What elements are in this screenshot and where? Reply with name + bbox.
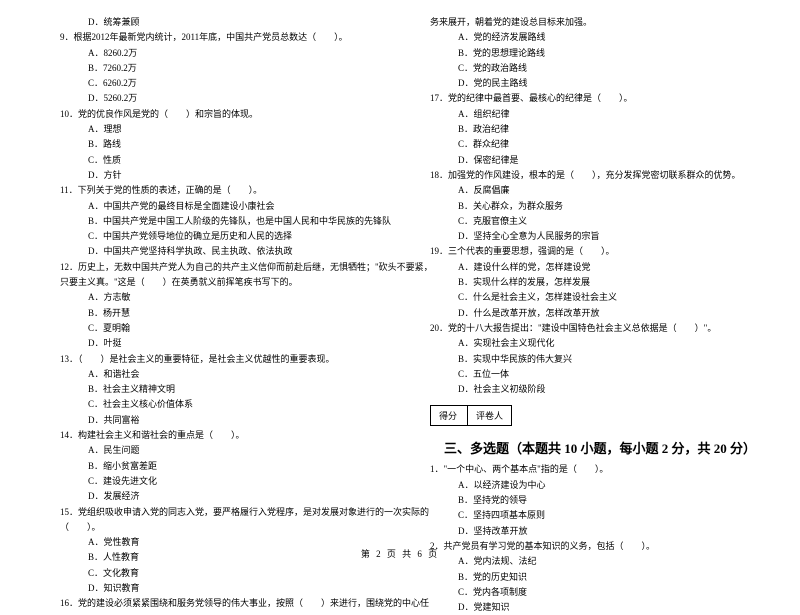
right-column: 务来展开，朝着党的建设总目标来加强。 A．党的经济发展路线 B．党的思想理论路线…	[415, 15, 770, 555]
q16-cont: 务来展开，朝着党的建设总目标来加强。	[430, 15, 770, 30]
q19-text: 19．三个代表的重要思想，强调的是（ ）。	[430, 244, 770, 259]
q10-option-b: B．路线	[60, 137, 390, 152]
q19-option-d: D．什么是改革开放，怎样改革开放	[430, 306, 770, 321]
q13-option-d: D．共同富裕	[60, 413, 390, 428]
q10-option-c: C．性质	[60, 153, 390, 168]
q18-option-a: A．反腐倡廉	[430, 183, 770, 198]
m1-option-c: C．坚持四项基本原则	[430, 508, 770, 523]
q11-option-d: D．中国共产党坚持科学执政、民主执政、依法执政	[60, 244, 390, 259]
m2-option-a: A．党内法规、法纪	[430, 554, 770, 569]
q16-option-a: A．党的经济发展路线	[430, 30, 770, 45]
q20-option-d: D．社会主义初级阶段	[430, 382, 770, 397]
q15-option-b: B．人性教育	[60, 550, 390, 565]
section3-title: 三、多选题（本题共 10 小题，每小题 2 分，共 20 分）	[430, 438, 770, 457]
m2-option-b: B．党的历史知识	[430, 570, 770, 585]
page-footer: 第 2 页 共 6 页	[361, 547, 439, 560]
q15-option-d: D．知识教育	[60, 581, 390, 596]
q16-option-b: B．党的思想理论路线	[430, 46, 770, 61]
q8-option-d: D．统筹兼顾	[60, 15, 390, 30]
m1-option-a: A．以经济建设为中心	[430, 478, 770, 493]
q14-option-d: D．发展经济	[60, 489, 390, 504]
q18-option-c: C．克服官僚主义	[430, 214, 770, 229]
q13-text: 13．（ ）是社会主义的重要特征，是社会主义优越性的重要表现。	[60, 352, 390, 367]
q19-option-a: A．建设什么样的党，怎样建设党	[430, 260, 770, 275]
q10-option-a: A．理想	[60, 122, 390, 137]
q13-option-c: C．社会主义核心价值体系	[60, 397, 390, 412]
q20-option-c: C．五位一体	[430, 367, 770, 382]
score-label-1: 得分	[430, 405, 468, 426]
q12-text: 12．历史上，无数中国共产党人为自己的共产主义信仰而前赴后继，无惧牺牲；"砍头不…	[60, 260, 390, 275]
q9-text: 9．根据2012年最新党内统计，2011年底，中国共产党员总数达（ ）。	[60, 30, 390, 45]
q10-text: 10．党的优良作风是党的（ ）和宗旨的体现。	[60, 107, 390, 122]
q20-text: 20．党的十八大报告提出："建设中国特色社会主义总依据是（ ）"。	[430, 321, 770, 336]
q12-option-c: C．夏明翰	[60, 321, 390, 336]
q14-option-c: C．建设先进文化	[60, 474, 390, 489]
q9-option-d: D．5260.2万	[60, 91, 390, 106]
q18-option-d: D．坚持全心全意为人民服务的宗旨	[430, 229, 770, 244]
q16-text: 16．党的建设必须紧紧围绕和服务党领导的伟大事业，按照（ ）来进行，围绕党的中心…	[60, 596, 390, 611]
q12-option-a: A．方志敏	[60, 290, 390, 305]
grader-label: 评卷人	[467, 405, 512, 426]
q12-option-b: B．杨开慧	[60, 306, 390, 321]
m2-option-c: C．党内各项制度	[430, 585, 770, 600]
score-table: 得分 评卷人	[430, 405, 511, 426]
q17-text: 17．党的纪律中最首要、最核心的纪律是（ ）。	[430, 91, 770, 106]
q12-option-d: D．叶挺	[60, 336, 390, 351]
q18-option-b: B．关心群众，为群众服务	[430, 199, 770, 214]
q15-option-c: C．文化教育	[60, 566, 390, 581]
m1-text: 1．"一个中心、两个基本点"指的是（ ）。	[430, 462, 770, 477]
q14-text: 14．构建社会主义和谐社会的重点是（ ）。	[60, 428, 390, 443]
q11-option-c: C．中国共产党领导地位的确立是历史和人民的选择	[60, 229, 390, 244]
q19-option-b: B．实现什么样的发展，怎样发展	[430, 275, 770, 290]
q13-option-a: A．和谐社会	[60, 367, 390, 382]
q17-option-b: B．政治纪律	[430, 122, 770, 137]
q16-option-d: D．党的民主路线	[430, 76, 770, 91]
q11-option-b: B．中国共产党是中国工人阶级的先锋队，也是中国人民和中华民族的先锋队	[60, 214, 390, 229]
q17-option-c: C．群众纪律	[430, 137, 770, 152]
q9-option-b: B．7260.2万	[60, 61, 390, 76]
q15-text: 15．党组织吸收申请入党的同志入党，要严格履行入党程序，是对发展对象进行的一次实…	[60, 505, 390, 520]
q16-option-c: C．党的政治路线	[430, 61, 770, 76]
m1-option-b: B．坚持党的领导	[430, 493, 770, 508]
m2-text: 2．共产党员有学习党的基本知识的义务，包括（ ）。	[430, 539, 770, 554]
q20-option-b: B．实现中华民族的伟大复兴	[430, 352, 770, 367]
q13-option-b: B．社会主义精神文明	[60, 382, 390, 397]
q18-text: 18．加强党的作风建设，根本的是（ ），充分发挥党密切联系群众的优势。	[430, 168, 770, 183]
q9-option-a: A．8260.2万	[60, 46, 390, 61]
m1-option-d: D．坚持改革开放	[430, 524, 770, 539]
q12-cont: 只要主义真。"这是（ ）在英勇就义前挥笔疾书写下的。	[60, 275, 390, 290]
m2-option-d: D．党建知识	[430, 600, 770, 615]
q10-option-d: D．方针	[60, 168, 390, 183]
q17-option-a: A．组织纪律	[430, 107, 770, 122]
q11-text: 11．下列关于党的性质的表述，正确的是（ ）。	[60, 183, 390, 198]
q14-option-a: A．民生问题	[60, 443, 390, 458]
q17-option-d: D．保密纪律是	[430, 153, 770, 168]
left-column: D．统筹兼顾 9．根据2012年最新党内统计，2011年底，中国共产党员总数达（…	[60, 15, 415, 555]
q9-option-c: C．6260.2万	[60, 76, 390, 91]
q20-option-a: A．实现社会主义现代化	[430, 336, 770, 351]
q14-option-b: B．缩小贫富差距	[60, 459, 390, 474]
q15-cont: （ ）。	[60, 520, 390, 535]
q11-option-a: A．中国共产党的最终目标是全面建设小康社会	[60, 199, 390, 214]
q19-option-c: C．什么是社会主义，怎样建设社会主义	[430, 290, 770, 305]
q15-option-a: A．党性教育	[60, 535, 390, 550]
